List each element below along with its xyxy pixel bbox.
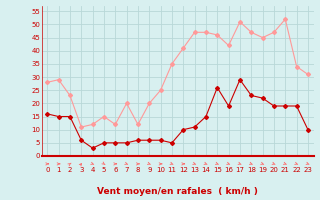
X-axis label: Vent moyen/en rafales  ( km/h ): Vent moyen/en rafales ( km/h )	[97, 187, 258, 196]
